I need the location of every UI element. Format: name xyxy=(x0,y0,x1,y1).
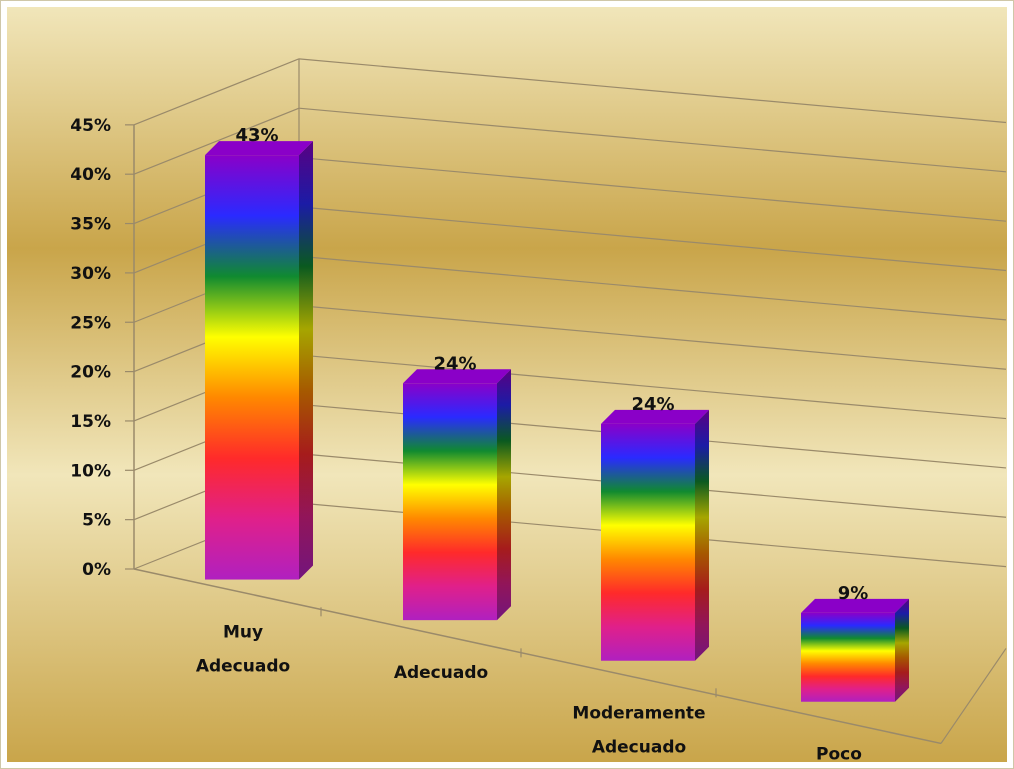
y-tick-label: 35% xyxy=(70,215,111,235)
bar-top-face xyxy=(205,141,313,156)
y-tick-label: 15% xyxy=(70,412,111,432)
category-label: Moderamente Adecuado xyxy=(572,704,705,758)
data-label: 24% xyxy=(433,353,476,374)
bar-side-shade xyxy=(895,598,909,702)
bar xyxy=(601,409,709,661)
back-gridline xyxy=(298,255,1007,321)
bar-front-face xyxy=(403,383,497,621)
side-gridline xyxy=(133,58,300,126)
labels: 0% 5% 10% 15% 20% 25% 30% 35% 40% 45% 43% Muy Adecua… xyxy=(70,116,886,768)
bar-side-shade xyxy=(497,369,511,621)
back-gridline xyxy=(298,206,1007,272)
bar-top-face xyxy=(801,598,909,613)
bar-front-face xyxy=(205,155,299,580)
y-tick-label: 40% xyxy=(70,165,111,185)
bar-side-shade xyxy=(695,409,709,661)
category-label-line: Adecuado xyxy=(394,663,488,683)
y-tick-label: 5% xyxy=(82,511,111,531)
bar-top-face xyxy=(403,369,511,384)
back-gridline xyxy=(298,107,1007,173)
category-label: PocoAdecuado xyxy=(792,745,886,768)
y-tick-label: 45% xyxy=(70,116,111,136)
back-gridline xyxy=(298,156,1007,222)
category-label-line: Poco xyxy=(816,745,862,765)
back-gridline xyxy=(298,354,1007,420)
data-label: 43% xyxy=(235,125,278,146)
bar-front-face xyxy=(801,612,895,702)
floor-right-edge xyxy=(940,648,1007,744)
y-tick-label: 25% xyxy=(70,313,111,333)
category-label: Muy Adecuado xyxy=(196,622,290,676)
bar-front-face xyxy=(601,423,695,661)
category-label: Adecuado xyxy=(394,663,488,683)
category-label-line: Adecuado xyxy=(196,656,290,676)
bars xyxy=(205,141,909,702)
data-label: 24% xyxy=(631,394,674,415)
y-tick-label: 0% xyxy=(82,560,111,580)
bar xyxy=(801,598,909,702)
category-label-line: Moderamente xyxy=(572,704,705,724)
back-gridline xyxy=(298,305,1007,370)
back-gridline xyxy=(298,58,1007,124)
y-tick-label: 10% xyxy=(70,461,111,481)
x-axis-line xyxy=(133,568,942,745)
y-tick-label: 30% xyxy=(70,264,111,284)
category-label-line: Muy xyxy=(223,622,263,642)
bar xyxy=(403,369,511,621)
y-tick-label: 20% xyxy=(70,363,111,383)
bar xyxy=(205,141,313,580)
bar-top-face xyxy=(601,409,709,424)
side-gridline xyxy=(133,107,300,175)
data-label: 9% xyxy=(838,583,869,604)
category-label-line: Adecuado xyxy=(592,738,686,758)
bar-side-shade xyxy=(299,141,313,580)
